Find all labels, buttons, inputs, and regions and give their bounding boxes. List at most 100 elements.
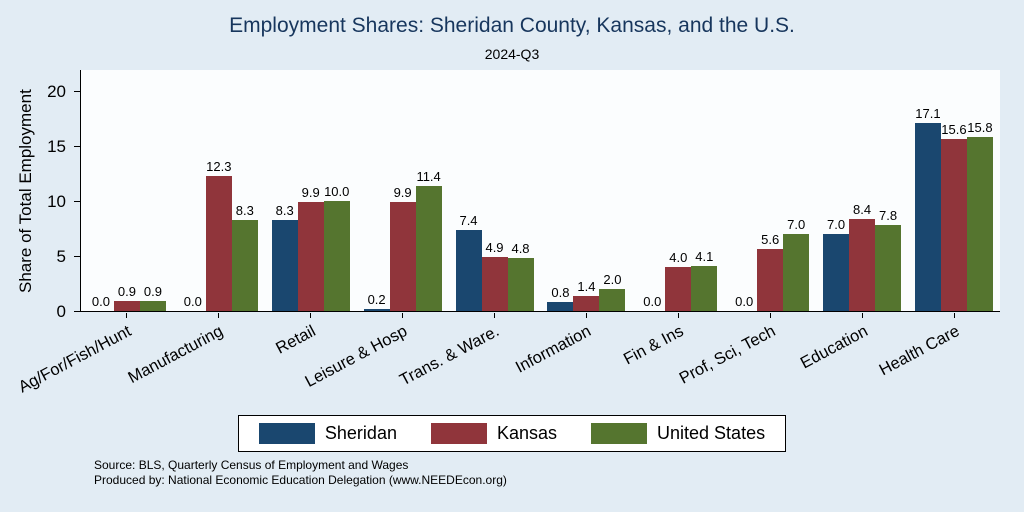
legend-label-sheridan: Sheridan xyxy=(324,423,397,443)
united-states-swatch-icon xyxy=(591,423,648,444)
bar-value-label: 17.1 xyxy=(915,105,941,121)
x-tick-mark xyxy=(861,313,863,318)
bar-value-label: 5.6 xyxy=(761,232,780,248)
bar-kansas: 5.6 xyxy=(757,232,784,311)
bar-kansas: 1.4 xyxy=(573,279,600,311)
bar-kansas: 4.9 xyxy=(481,240,508,311)
bar-group-leisure-hosp: 0.2 9.9 11.4 xyxy=(363,70,442,311)
bar-value-label: 0.0 xyxy=(183,294,202,309)
x-axis-ticks xyxy=(80,313,1000,318)
y-tick-label: 10 xyxy=(47,192,66,211)
bar-value-label: 0.9 xyxy=(117,284,136,300)
bar-united-states: 7.0 xyxy=(783,217,810,311)
bar-kansas: 9.9 xyxy=(389,185,416,311)
plot-area: 0.0 0.9 0.9 0.0 12.3 8.3 8.3 9.9 10.0 0.2 9.9 11.4 7… xyxy=(80,70,1000,312)
bar-united-states: 10.0 xyxy=(323,184,350,311)
bar-value-label: 10.0 xyxy=(324,184,350,199)
x-axis-category-label: Education xyxy=(797,322,871,373)
bar-united-states: 2.0 xyxy=(599,272,626,311)
bar-group-manufacturing: 0.0 12.3 8.3 xyxy=(180,70,258,311)
x-tick-mark xyxy=(585,313,587,318)
bar-united-states: 0.9 xyxy=(139,284,166,311)
bar-value-label: 11.4 xyxy=(416,168,441,184)
source-note-line2: Produced by: National Economic Education… xyxy=(94,473,507,487)
bar-group-prof-sci-tech: 0.0 5.6 7.0 xyxy=(731,70,810,311)
legend-item-united-states: United States xyxy=(591,423,765,444)
legend-row: Sheridan Kansas United States xyxy=(0,415,1024,452)
bar-value-label: 0.0 xyxy=(643,294,662,309)
bar-value-label: 4.9 xyxy=(485,240,504,256)
y-tick-label: 5 xyxy=(56,247,66,266)
x-tick-mark xyxy=(493,313,495,318)
x-axis-category-label: Prof, Sci, Tech xyxy=(676,322,779,388)
x-axis-category-label: Fin & Ins xyxy=(620,322,687,369)
bar-kansas: 4.0 xyxy=(665,250,692,311)
bar-kansas: 9.9 xyxy=(297,185,324,311)
x-axis-category-label: Health Care xyxy=(876,322,963,380)
bar-value-label: 1.4 xyxy=(577,278,596,294)
bar-value-label: 0.0 xyxy=(735,294,754,309)
bar-value-label: 9.9 xyxy=(393,185,412,201)
bar-value-label: 7.0 xyxy=(827,217,846,232)
bar-value-label: 7.4 xyxy=(459,212,478,228)
y-tick-label: 15 xyxy=(47,137,66,156)
bar-united-states: 11.4 xyxy=(415,169,442,311)
bar-united-states: 4.1 xyxy=(691,249,718,311)
bar-value-label: 0.2 xyxy=(367,291,386,307)
bar-sheridan: 7.4 xyxy=(455,213,482,311)
legend-label-kansas: Kansas xyxy=(496,423,558,443)
bar-value-label: 15.8 xyxy=(967,120,993,136)
x-tick-mark xyxy=(953,313,955,318)
bar-value-label: 0.0 xyxy=(91,294,110,309)
legend-label-united-states: United States xyxy=(657,423,766,443)
legend: Sheridan Kansas United States xyxy=(237,415,787,452)
x-axis-category-label: Manufacturing xyxy=(125,322,227,387)
y-tick-mark xyxy=(74,311,80,312)
x-axis-labels: Ag/For/Fish/Hunt Manufacturing Retail Leisu… xyxy=(16,322,1000,412)
bar-sheridan: 8.3 xyxy=(271,203,298,311)
bar-value-label: 9.9 xyxy=(301,185,320,201)
y-tick-label: 0 xyxy=(56,302,66,321)
x-tick-mark xyxy=(401,313,403,318)
bar-sheridan: 0.2 xyxy=(363,292,390,311)
sheridan-swatch-icon xyxy=(258,423,315,444)
y-tick-mark xyxy=(74,91,80,92)
bar-value-label: 4.8 xyxy=(511,241,530,257)
bar-united-states: 7.8 xyxy=(875,208,902,311)
bar-group-ag-for-fish-hunt: 0.0 0.9 0.9 xyxy=(88,70,166,311)
x-tick-mark xyxy=(309,313,311,318)
bar-united-states: 15.8 xyxy=(966,120,993,311)
x-tick-mark xyxy=(769,313,771,318)
bar-value-label: 15.6 xyxy=(941,122,967,138)
bar-value-label: 4.1 xyxy=(695,248,714,264)
x-tick-mark xyxy=(125,313,127,318)
bar-kansas: 8.4 xyxy=(849,202,876,311)
legend-item-kansas: Kansas xyxy=(430,423,558,444)
bar-value-label: 7.8 xyxy=(879,208,898,224)
bar-group-fin-ins: 0.0 4.0 4.1 xyxy=(639,70,718,311)
y-tick-mark xyxy=(74,201,80,202)
bar-group-information: 0.8 1.4 2.0 xyxy=(547,70,626,311)
bar-group-retail: 8.3 9.9 10.0 xyxy=(271,70,350,311)
x-tick-mark xyxy=(217,313,219,318)
bar-value-label: 4.0 xyxy=(669,250,688,265)
x-axis-category-label: Retail xyxy=(272,322,319,358)
bar-sheridan: 7.0 xyxy=(823,217,850,311)
chart-title: Employment Shares: Sheridan County, Kans… xyxy=(229,14,795,37)
bar-kansas: 15.6 xyxy=(940,122,967,311)
x-tick-mark xyxy=(677,313,679,318)
y-tick-label: 20 xyxy=(47,82,66,101)
bar-value-label: 7.0 xyxy=(787,217,806,232)
bar-kansas: 0.9 xyxy=(113,284,140,311)
bar-group-health-care: 17.1 15.6 15.8 xyxy=(914,70,993,311)
x-axis-category-label: Trans. & Ware. xyxy=(397,322,503,390)
y-tick-mark xyxy=(74,146,80,147)
bar-group-trans-ware-: 7.4 4.9 4.8 xyxy=(455,70,534,311)
x-axis-category-label: Ag/For/Fish/Hunt xyxy=(15,322,135,397)
kansas-swatch-icon xyxy=(430,423,487,444)
bar-value-label: 8.3 xyxy=(235,202,254,218)
bar-united-states: 8.3 xyxy=(231,203,258,311)
bar-value-label: 2.0 xyxy=(603,272,622,287)
y-axis: 0 5 10 15 20 xyxy=(0,70,80,321)
